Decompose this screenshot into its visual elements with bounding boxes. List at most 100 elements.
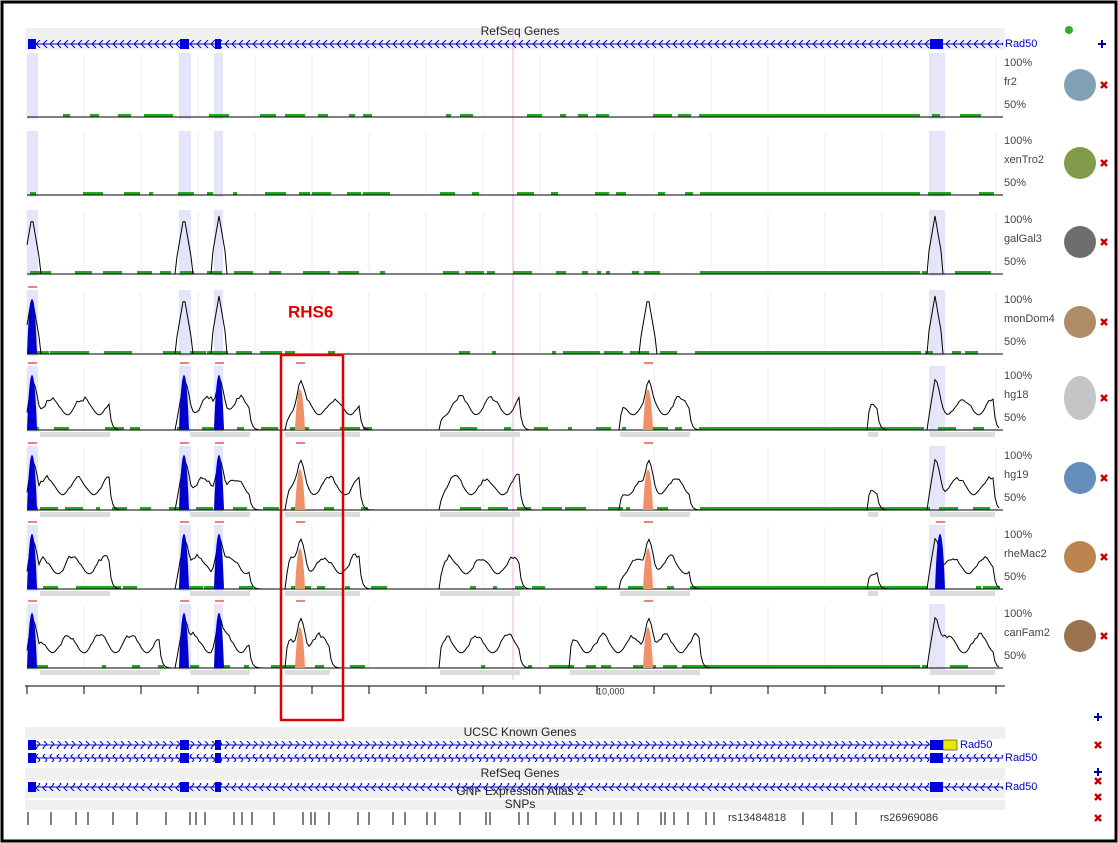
peak-tag: [28, 600, 37, 602]
region-bar: [930, 670, 995, 675]
exon: [180, 753, 189, 763]
region-bar: [440, 591, 520, 596]
exon: [28, 740, 36, 750]
peak-tag: [180, 521, 189, 523]
cns-mark: [233, 192, 237, 195]
cns-mark: [41, 351, 47, 354]
peak-tag: [215, 600, 224, 602]
percent-low: 50%: [1004, 99, 1026, 111]
peak-fill: [179, 374, 189, 430]
cns-mark: [440, 192, 455, 195]
remove-icon[interactable]: [1100, 81, 1108, 89]
cns-mark: [552, 351, 556, 354]
remove-icon[interactable]: [1100, 474, 1108, 482]
exon-band: [179, 53, 191, 119]
exon: [28, 753, 36, 763]
cns-mark: [237, 427, 244, 430]
remove-icon[interactable]: [1094, 741, 1102, 749]
cns-mark: [601, 665, 611, 668]
peak-tag: [296, 362, 305, 364]
percent-high: 100%: [1004, 529, 1032, 541]
region-bar: [40, 432, 110, 437]
peak-tag: [28, 362, 37, 364]
cns-mark: [515, 586, 524, 589]
remove-icon[interactable]: [1100, 318, 1108, 326]
remove-icon[interactable]: [1100, 238, 1108, 246]
cns-mark: [649, 427, 668, 430]
cns-mark: [267, 351, 282, 354]
cns-mark: [938, 427, 956, 430]
exon-band: [929, 53, 945, 119]
cns-mark: [285, 114, 305, 117]
cns-mark: [132, 665, 140, 668]
cns-mark: [379, 192, 390, 195]
percent-low: 50%: [1004, 412, 1026, 424]
cns-mark: [556, 665, 574, 668]
species-icon: [1064, 147, 1096, 179]
peak-tag: [28, 286, 37, 288]
cns-mark: [233, 507, 247, 510]
cns-mark: [700, 586, 920, 589]
percent-high: 100%: [1004, 450, 1032, 462]
peak-fill: [27, 612, 37, 668]
region-bar: [285, 512, 360, 517]
snp-label: rs26969086: [880, 812, 938, 824]
cns-mark: [312, 192, 331, 195]
cns-mark: [632, 271, 639, 274]
region-bar: [930, 432, 995, 437]
cns-mark: [30, 351, 49, 354]
peak-tag: [180, 600, 189, 602]
cns-mark: [488, 507, 503, 510]
species-name: xenTro2: [1004, 154, 1044, 166]
ruler-label: 10,000: [597, 686, 625, 696]
track-header: [25, 800, 1005, 810]
exon-band: [214, 210, 223, 276]
remove-icon[interactable]: [1094, 793, 1102, 801]
track-header: [25, 768, 1005, 780]
cns-mark: [157, 114, 173, 117]
region-bar: [285, 432, 360, 437]
cns-mark: [30, 192, 36, 195]
remove-icon[interactable]: [1094, 777, 1102, 785]
percent-low: 50%: [1004, 336, 1026, 348]
remove-icon[interactable]: [1100, 159, 1108, 167]
peak-tag: [644, 362, 653, 364]
peak-fill: [27, 374, 37, 430]
cns-mark: [950, 665, 968, 668]
remove-icon[interactable]: [1100, 553, 1108, 561]
cns-mark: [465, 271, 484, 274]
remove-icon[interactable]: [1100, 632, 1108, 640]
cns-mark: [653, 114, 672, 117]
cns-mark: [517, 507, 531, 510]
peak-fill: [295, 627, 305, 668]
cns-mark: [460, 427, 477, 430]
refresh-icon[interactable]: [1065, 26, 1073, 34]
exon: [28, 782, 36, 792]
cns-mark: [443, 271, 459, 274]
exon-band: [27, 53, 38, 119]
peak-tag: [215, 442, 224, 444]
region-bar: [285, 670, 330, 675]
cns-mark: [158, 665, 164, 668]
remove-icon[interactable]: [1094, 814, 1102, 822]
cns-mark: [481, 665, 485, 668]
cns-mark: [160, 271, 171, 274]
region-bar: [190, 591, 250, 596]
cns-mark: [299, 192, 310, 195]
cns-mark: [363, 114, 372, 117]
track-title: RefSeq Genes: [481, 24, 560, 38]
conservation-tracks: 100% fr2 50% 100% xenTro2 50% 100% galGal3 50% 10…: [26, 53, 1055, 675]
cns-mark: [350, 665, 365, 668]
cns-mark: [678, 114, 691, 117]
cns-mark: [236, 351, 252, 354]
cns-mark: [269, 271, 281, 274]
remove-icon[interactable]: [1100, 394, 1108, 402]
exon-band: [214, 131, 223, 197]
cns-mark: [124, 192, 140, 195]
peak-tag: [215, 521, 224, 523]
cns-mark: [568, 427, 572, 430]
cns-mark: [597, 271, 601, 274]
cns-mark: [261, 427, 278, 430]
track-title: SNPs: [505, 797, 536, 811]
cns-mark: [922, 665, 928, 668]
